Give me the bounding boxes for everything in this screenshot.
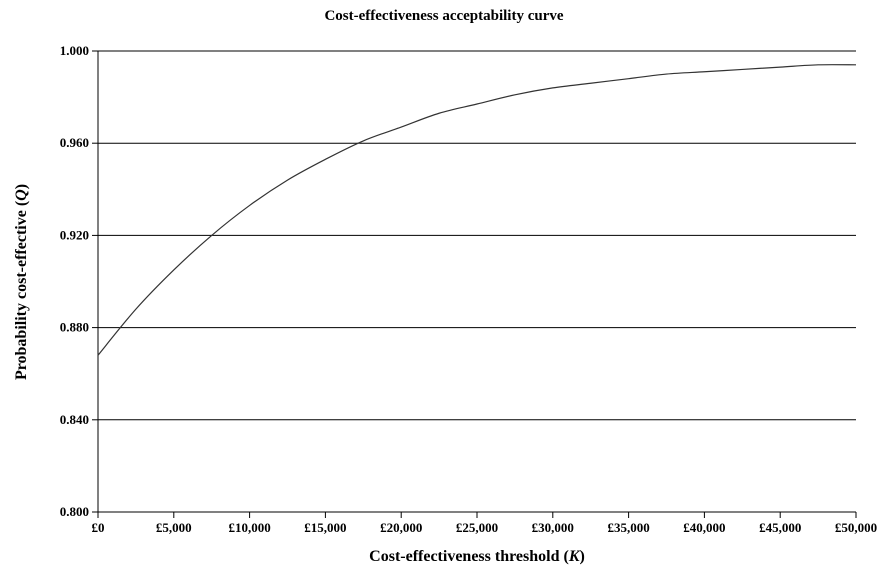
y-tick-label: 0.920: [60, 227, 89, 242]
y-tick-label: 0.880: [60, 320, 89, 335]
x-tick-label: £15,000: [304, 520, 346, 535]
x-axis-label: Cost-effectiveness threshold (K): [369, 548, 585, 565]
x-tick-label: £35,000: [607, 520, 649, 535]
chart-title: Cost-effectiveness acceptability curve: [324, 8, 564, 24]
x-tick-label: £20,000: [380, 520, 422, 535]
y-tick-labels: 0.800 0.840 0.880 0.920 0.960 1.000: [60, 43, 89, 519]
x-tick-label: £0: [92, 520, 105, 535]
y-axis-label: Probability cost-effective (Q): [13, 183, 30, 381]
x-tick-label: £5,000: [156, 520, 192, 535]
x-tick-label: £45,000: [759, 520, 801, 535]
gridlines: [98, 50, 856, 513]
x-tick-label: £10,000: [228, 520, 270, 535]
x-tick-label: £40,000: [683, 520, 725, 535]
x-tick-labels: £0 £5,000 £10,000 £15,000 £20,000 £25,000 £30,…: [92, 520, 878, 535]
ceac-line: [97, 64, 857, 356]
x-tick-label: £50,000: [835, 520, 877, 535]
x-tick-label: £30,000: [532, 520, 574, 535]
y-tick-label: 1.000: [60, 43, 89, 58]
axes: [92, 50, 857, 518]
y-tick-label: 0.800: [60, 504, 89, 519]
y-tick-label: 0.840: [60, 412, 89, 427]
x-tick-label: £25,000: [456, 520, 498, 535]
series-group: [97, 64, 857, 356]
y-tick-label: 0.960: [60, 135, 89, 150]
